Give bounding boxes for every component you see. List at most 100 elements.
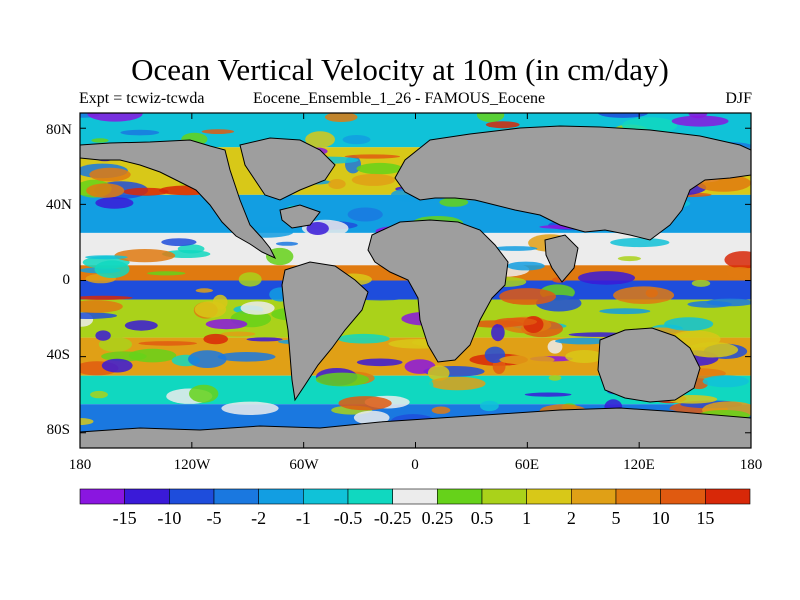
colorbar-label: 0.5 (470, 508, 494, 528)
velocity-patch (80, 300, 123, 313)
velocity-patch (143, 379, 164, 397)
colorbar-label: -10 (157, 508, 182, 528)
velocity-patch (724, 251, 751, 269)
velocity-patch (485, 121, 520, 129)
velocity-patch (324, 113, 358, 122)
velocity-patch (246, 337, 283, 342)
lat-label-0: 0 (62, 272, 71, 288)
velocity-patch (203, 333, 228, 345)
velocity-patch (124, 320, 158, 331)
velocity-patch (120, 129, 160, 136)
velocity-patch (613, 286, 675, 305)
velocity-patch (578, 271, 635, 285)
velocity-patch (189, 384, 219, 403)
velocity-patch (201, 129, 235, 135)
velocity-patch (499, 355, 555, 365)
velocity-patch (338, 396, 392, 411)
lon-label-180w: 180 (68, 457, 92, 473)
velocity-patch (664, 317, 714, 331)
colorbar-label: -15 (112, 508, 137, 528)
colorbar-swatch (213, 488, 259, 505)
velocity-patch (702, 375, 749, 388)
colorbar-label: -0.25 (373, 508, 412, 528)
colorbar-swatch (79, 488, 125, 505)
velocity-patch (86, 183, 125, 198)
velocity-patch (195, 288, 213, 293)
lon-label-0: 0 (411, 457, 419, 473)
lon-label-60e: 60E (514, 457, 540, 473)
colorbar (79, 488, 751, 505)
colorbar-swatch (705, 488, 751, 505)
landmass-north-america-east (279, 204, 321, 229)
velocity-patch (315, 372, 369, 387)
landmass-india (544, 234, 579, 283)
colorbar-swatch (124, 488, 170, 505)
velocity-patch (439, 197, 469, 207)
colorbar-swatch (660, 488, 706, 505)
velocity-patch (431, 406, 451, 414)
velocity-patch (89, 167, 131, 182)
velocity-patch (95, 197, 134, 209)
landmass-antarctica (80, 407, 751, 448)
landmass-eurasia (394, 125, 751, 241)
velocity-patch (687, 300, 732, 308)
colorbar-label: 2 (566, 508, 576, 528)
velocity-patch (128, 348, 177, 363)
velocity-patch (233, 121, 289, 132)
lon-label-120w: 120W (173, 457, 211, 473)
landmass-africa (367, 219, 509, 363)
velocity-patch (217, 352, 276, 362)
velocity-patch (138, 341, 197, 346)
velocity-patch (80, 312, 117, 319)
velocity-patch (357, 295, 404, 301)
colorbar-label: -5 (206, 508, 222, 528)
colorbar-label: 5 (611, 508, 621, 528)
velocity-patch (726, 267, 751, 279)
colorbar-label: 0.25 (421, 508, 454, 528)
velocity-patch (480, 400, 499, 412)
season-label: DJF (725, 90, 752, 107)
colorbar-label: 15 (696, 508, 715, 528)
velocity-patch (565, 350, 604, 363)
velocity-patch (547, 340, 563, 354)
map-plot-area (80, 113, 751, 448)
colorbar-label: -2 (251, 508, 267, 528)
velocity-patch (353, 410, 390, 425)
velocity-patch (80, 418, 94, 425)
velocity-patch (337, 333, 390, 344)
velocity-patch (328, 179, 346, 189)
velocity-patch (305, 131, 335, 148)
lat-label-40s: 40S (46, 347, 70, 363)
velocity-patch (342, 135, 371, 145)
lat-label-80s: 80S (46, 422, 70, 438)
velocity-patch (698, 129, 724, 136)
velocity-patch (412, 377, 434, 394)
lon-label-60w: 60W (289, 457, 319, 473)
velocity-patch (205, 319, 248, 330)
velocity-patch (147, 271, 186, 276)
colorbar-label: 1 (522, 508, 532, 528)
velocity-patch (499, 288, 556, 305)
landmass-south-america (281, 261, 369, 402)
velocity-patch (491, 324, 505, 342)
landmass-greenland (239, 137, 336, 201)
lon-label-180e: 180 (739, 457, 763, 473)
velocity-patch (194, 301, 227, 318)
velocity-patch (347, 207, 383, 222)
colorbar-swatch (347, 488, 393, 505)
velocity-patch (91, 138, 109, 143)
colorbar-swatch (437, 488, 483, 505)
velocity-patch (94, 260, 130, 279)
velocity-patch (427, 365, 450, 381)
lat-label-40n: 40N (46, 197, 72, 213)
velocity-patch (351, 173, 396, 186)
velocity-patch (599, 308, 651, 315)
colorbar-swatch (303, 488, 349, 505)
velocity-patch (344, 154, 401, 159)
velocity-patch (356, 162, 403, 175)
velocity-patch (98, 336, 132, 352)
landmass-north-america (80, 139, 277, 260)
experiment-label: Expt = tcwiz-tcwda (79, 90, 205, 107)
velocity-patch (275, 241, 299, 246)
colorbar-swatch (615, 488, 661, 505)
